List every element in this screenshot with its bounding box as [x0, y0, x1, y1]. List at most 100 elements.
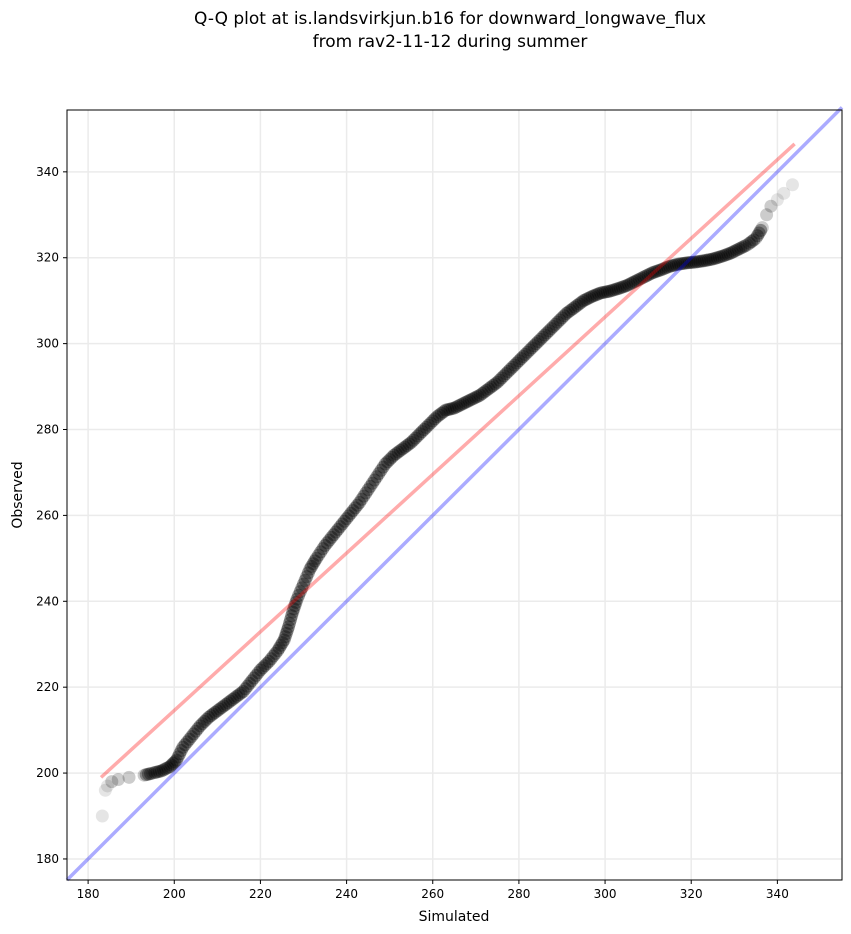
data-point: [622, 278, 636, 292]
plot-frame: [66, 109, 843, 881]
data-point: [581, 292, 595, 306]
data-point: [406, 433, 420, 447]
data-point: [475, 387, 489, 401]
data-point: [202, 710, 216, 724]
data-point: [308, 554, 322, 568]
data-point: [144, 767, 158, 781]
data-point: [426, 414, 440, 428]
data-point: [512, 354, 526, 368]
data-point: [361, 483, 375, 497]
data-point: [225, 693, 239, 707]
data-point: [378, 457, 392, 471]
data-point: [663, 259, 677, 273]
data-point: [473, 388, 487, 402]
y-tick-label: 180: [36, 852, 59, 866]
data-point: [208, 705, 222, 719]
data-point: [213, 702, 227, 716]
data-point: [676, 257, 690, 271]
data-point: [708, 251, 722, 265]
data-point: [169, 753, 183, 767]
x-tick-label: 180: [77, 887, 100, 901]
data-point: [607, 283, 621, 297]
x-tick-label: 320: [680, 887, 703, 901]
data-point: [374, 463, 388, 477]
data-point: [633, 272, 647, 286]
reference-lines: [65, 106, 844, 882]
data-point: [615, 280, 629, 294]
data-point: [385, 450, 399, 464]
data-point: [238, 682, 252, 696]
data-point: [430, 410, 444, 424]
data-point: [271, 644, 285, 658]
data-point: [372, 467, 386, 481]
data-point: [391, 445, 405, 459]
data-point: [98, 783, 112, 797]
data-point: [184, 730, 198, 744]
data-point: [174, 744, 188, 758]
data-point: [527, 339, 541, 353]
data-point: [493, 373, 507, 387]
data-point: [146, 766, 160, 780]
data-point: [292, 588, 306, 602]
data-point: [327, 528, 341, 542]
data-point: [637, 270, 651, 284]
data-point: [613, 281, 627, 295]
data-point: [482, 382, 496, 396]
data-point: [204, 709, 218, 723]
data-point: [287, 602, 301, 616]
data-point: [514, 352, 528, 366]
data-point: [561, 305, 575, 319]
data-point: [695, 254, 709, 268]
data-point: [667, 258, 681, 272]
data-point: [443, 402, 457, 416]
data-point: [193, 719, 207, 733]
data-point: [223, 694, 237, 708]
data-point: [729, 243, 743, 257]
data-point: [421, 418, 435, 432]
data-point: [253, 663, 267, 677]
data-point: [460, 395, 474, 409]
data-point: [236, 684, 250, 698]
data-point: [228, 691, 242, 705]
data-point: [148, 766, 162, 780]
x-tick-label: 280: [507, 887, 530, 901]
data-point: [445, 402, 459, 416]
data-point: [516, 350, 530, 364]
fit-line: [99, 142, 796, 779]
data-point: [320, 536, 334, 550]
data-point: [650, 264, 664, 278]
y-tick-label: 240: [36, 594, 59, 608]
data-point: [161, 761, 175, 775]
data-point: [439, 403, 453, 417]
data-point: [221, 696, 235, 710]
data-point: [163, 760, 177, 774]
data-point: [740, 238, 754, 252]
data-point: [122, 770, 136, 784]
data-point: [764, 199, 778, 213]
data-point: [529, 337, 543, 351]
data-point: [389, 447, 403, 461]
data-point: [272, 641, 286, 655]
data-point: [314, 545, 328, 559]
data-point: [178, 738, 192, 752]
data-point: [594, 286, 608, 300]
data-point: [441, 403, 455, 417]
data-point: [306, 557, 320, 571]
data-point: [411, 429, 425, 443]
data-point: [180, 735, 194, 749]
data-point: [639, 269, 653, 283]
y-tick-label: 300: [36, 337, 59, 351]
data-point: [669, 258, 683, 272]
data-point: [542, 324, 556, 338]
data-point: [200, 712, 214, 726]
data-point: [734, 241, 748, 255]
data-point: [258, 659, 272, 673]
data-point: [712, 250, 726, 264]
data-point: [219, 697, 233, 711]
data-point: [499, 367, 513, 381]
data-point: [661, 260, 675, 274]
data-point: [159, 762, 173, 776]
data-point: [736, 240, 750, 254]
data-point: [241, 679, 255, 693]
grid: [67, 110, 842, 880]
